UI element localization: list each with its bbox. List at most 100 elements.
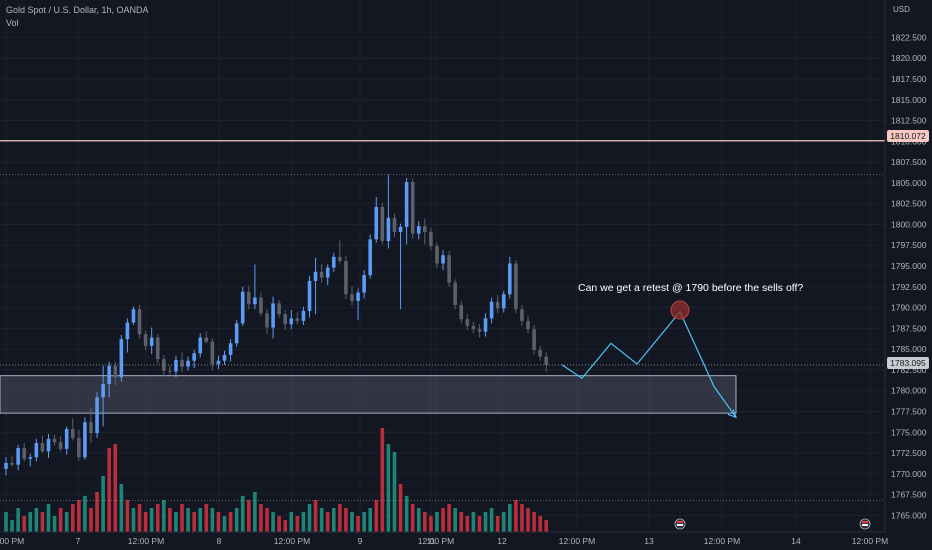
x-tick-label: 12:00 PM <box>128 536 164 546</box>
x-tick-label: 12:00 PM <box>704 536 740 546</box>
candle-body <box>319 271 324 278</box>
price-axis[interactable]: 1765.000 1767.500 1770.000 1772.500 1775.000… <box>884 0 932 532</box>
candle-body <box>216 360 221 365</box>
y-tick-label: 1785.000 <box>891 344 927 354</box>
volume-bar <box>368 508 372 532</box>
volume-bar <box>22 516 27 532</box>
candle-body <box>465 319 470 326</box>
candle-body <box>198 337 203 354</box>
chart-annotation-text[interactable]: Can we get a retest @ 1790 before the se… <box>578 282 804 294</box>
volume-bar <box>198 508 203 532</box>
candle-body <box>40 443 45 452</box>
candle-body <box>344 261 348 295</box>
resistance-price-tag <box>887 130 929 142</box>
volume-bar <box>247 500 251 532</box>
candle-body <box>64 428 69 449</box>
y-tick-label: 1777.500 <box>891 406 927 416</box>
resistance-price-tag-text: 1810.072 <box>890 131 926 141</box>
candle-body <box>149 337 154 346</box>
projection-arrowhead <box>727 409 738 419</box>
volume-bar <box>259 504 263 532</box>
candle-body <box>483 318 488 332</box>
candle-body <box>143 334 148 346</box>
candle-body <box>83 422 87 458</box>
volume-bar <box>222 516 227 532</box>
candle-body <box>247 291 251 305</box>
candle-body <box>435 246 439 264</box>
volume-bar <box>40 512 45 532</box>
volume-bar <box>423 512 427 532</box>
volume-bar <box>344 508 348 532</box>
volume-bar <box>265 508 269 532</box>
candle-body <box>471 325 476 330</box>
symbol-title[interactable]: Gold Spot / U.S. Dollar, 1h, OANDA <box>6 5 149 15</box>
volume-bar <box>240 496 245 532</box>
candle-body <box>538 349 542 357</box>
price-tags-layer: 1810.072 1783.095 <box>887 130 929 369</box>
volume-bar <box>374 500 379 532</box>
volume-bar <box>52 516 57 532</box>
volume-bar <box>89 508 93 532</box>
y-tick-label: 1802.500 <box>891 199 927 209</box>
projection-path <box>561 310 737 418</box>
volume-bar <box>404 496 409 532</box>
price-axis-background <box>885 0 932 532</box>
candle-body <box>447 255 451 283</box>
volume-bar <box>350 512 354 532</box>
candle-body <box>192 353 196 361</box>
volume-layer <box>4 428 549 532</box>
chart-legend: Gold Spot / U.S. Dollar, 1h, OANDA Vol <box>6 4 149 30</box>
candle-body <box>313 271 318 281</box>
volume-bar <box>34 508 39 532</box>
candle-body <box>429 231 433 247</box>
candle-body <box>477 329 482 332</box>
volume-bar <box>180 504 184 532</box>
candle-body <box>501 294 506 309</box>
volume-bar <box>295 516 300 532</box>
candle-body <box>520 309 524 321</box>
y-tick-label: 1765.000 <box>891 510 927 520</box>
volume-bar <box>307 504 312 532</box>
volume-bar <box>501 512 506 532</box>
volume-bar <box>234 508 239 532</box>
x-tick-label: 12 <box>497 536 507 546</box>
volume-bar <box>477 516 482 532</box>
event-flags[interactable] <box>674 518 871 530</box>
volume-bar <box>58 508 63 532</box>
candle-body <box>16 448 20 465</box>
y-tick-label: 1767.500 <box>891 490 927 500</box>
candle-body <box>137 309 142 335</box>
volume-bar <box>520 504 524 532</box>
x-tick-label: 13 <box>644 536 654 546</box>
volume-bar <box>453 508 457 532</box>
candle-body <box>204 337 209 342</box>
candle-body <box>374 206 379 240</box>
volume-bar <box>28 512 33 532</box>
candle-body <box>113 365 118 378</box>
volume-bar <box>271 512 275 532</box>
x-tick-label: 14 <box>791 536 801 546</box>
volume-legend-label[interactable]: Vol <box>6 18 19 28</box>
candle-body <box>125 322 130 340</box>
us-flag-stripe <box>677 524 683 526</box>
volume-bar <box>508 504 512 532</box>
candle-body <box>325 267 330 278</box>
volume-bar <box>319 508 324 532</box>
y-tick-label: 1772.500 <box>891 448 927 458</box>
y-tick-label: 1817.500 <box>891 74 927 84</box>
candle-body <box>338 256 342 262</box>
volume-bar <box>544 520 549 532</box>
volume-bar <box>386 444 391 532</box>
candle-body <box>459 305 464 320</box>
candle-body <box>271 303 275 328</box>
candle-body <box>386 217 391 242</box>
target-circle <box>670 300 690 320</box>
y-tick-label: 1787.500 <box>891 323 927 333</box>
candle-body <box>234 323 239 344</box>
candle-body <box>228 343 233 355</box>
x-tick-label: 8 <box>217 536 222 546</box>
volume-bar <box>186 508 190 532</box>
candle-body <box>544 356 549 365</box>
